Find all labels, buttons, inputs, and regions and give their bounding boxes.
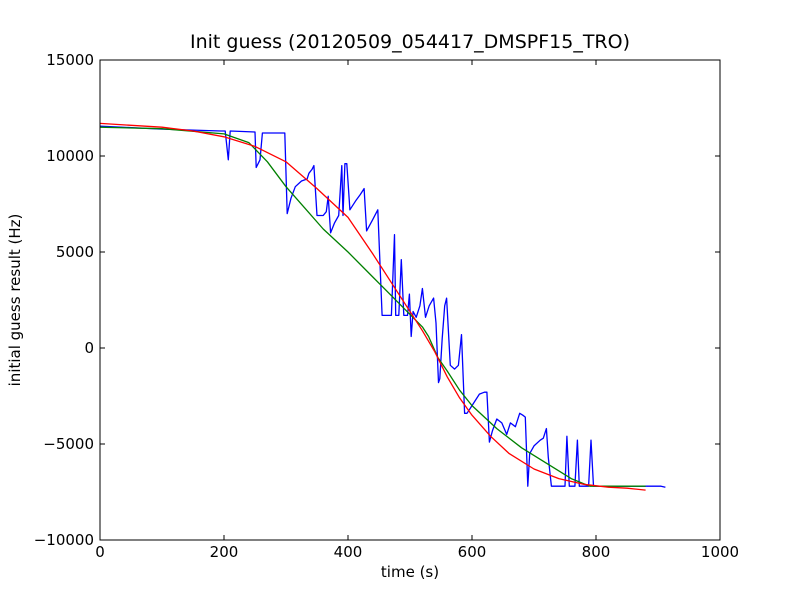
y-axis-label: initial guess result (Hz)	[6, 214, 24, 387]
y-tick-label: 0	[84, 339, 94, 357]
x-tick-label: 0	[95, 543, 105, 561]
tick-layer: 0 200 400 600 800 1000 −10000 −5000 0 5000 10000 15…	[34, 51, 739, 561]
y-tick-label: 10000	[46, 147, 94, 165]
series-line-1	[100, 126, 646, 487]
x-axis-label: time (s)	[381, 563, 439, 581]
x-tick-label: 800	[582, 543, 611, 561]
y-tick-label: −10000	[34, 531, 94, 549]
series-line-0	[100, 125, 666, 488]
plot-area-frame	[99, 59, 721, 541]
x-tick-label: 200	[210, 543, 239, 561]
y-tick-label: −5000	[43, 435, 94, 453]
x-tick-label: 600	[458, 543, 487, 561]
y-tick-label: 5000	[56, 243, 94, 261]
chart-title: Init guess (20120509_054417_DMSPF15_TRO)	[190, 31, 630, 53]
series-line-2	[100, 122, 646, 491]
x-tick-label: 1000	[701, 543, 739, 561]
y-tick-label: 15000	[46, 51, 94, 69]
series-layer	[100, 122, 666, 491]
x-tick-label: 400	[334, 543, 363, 561]
